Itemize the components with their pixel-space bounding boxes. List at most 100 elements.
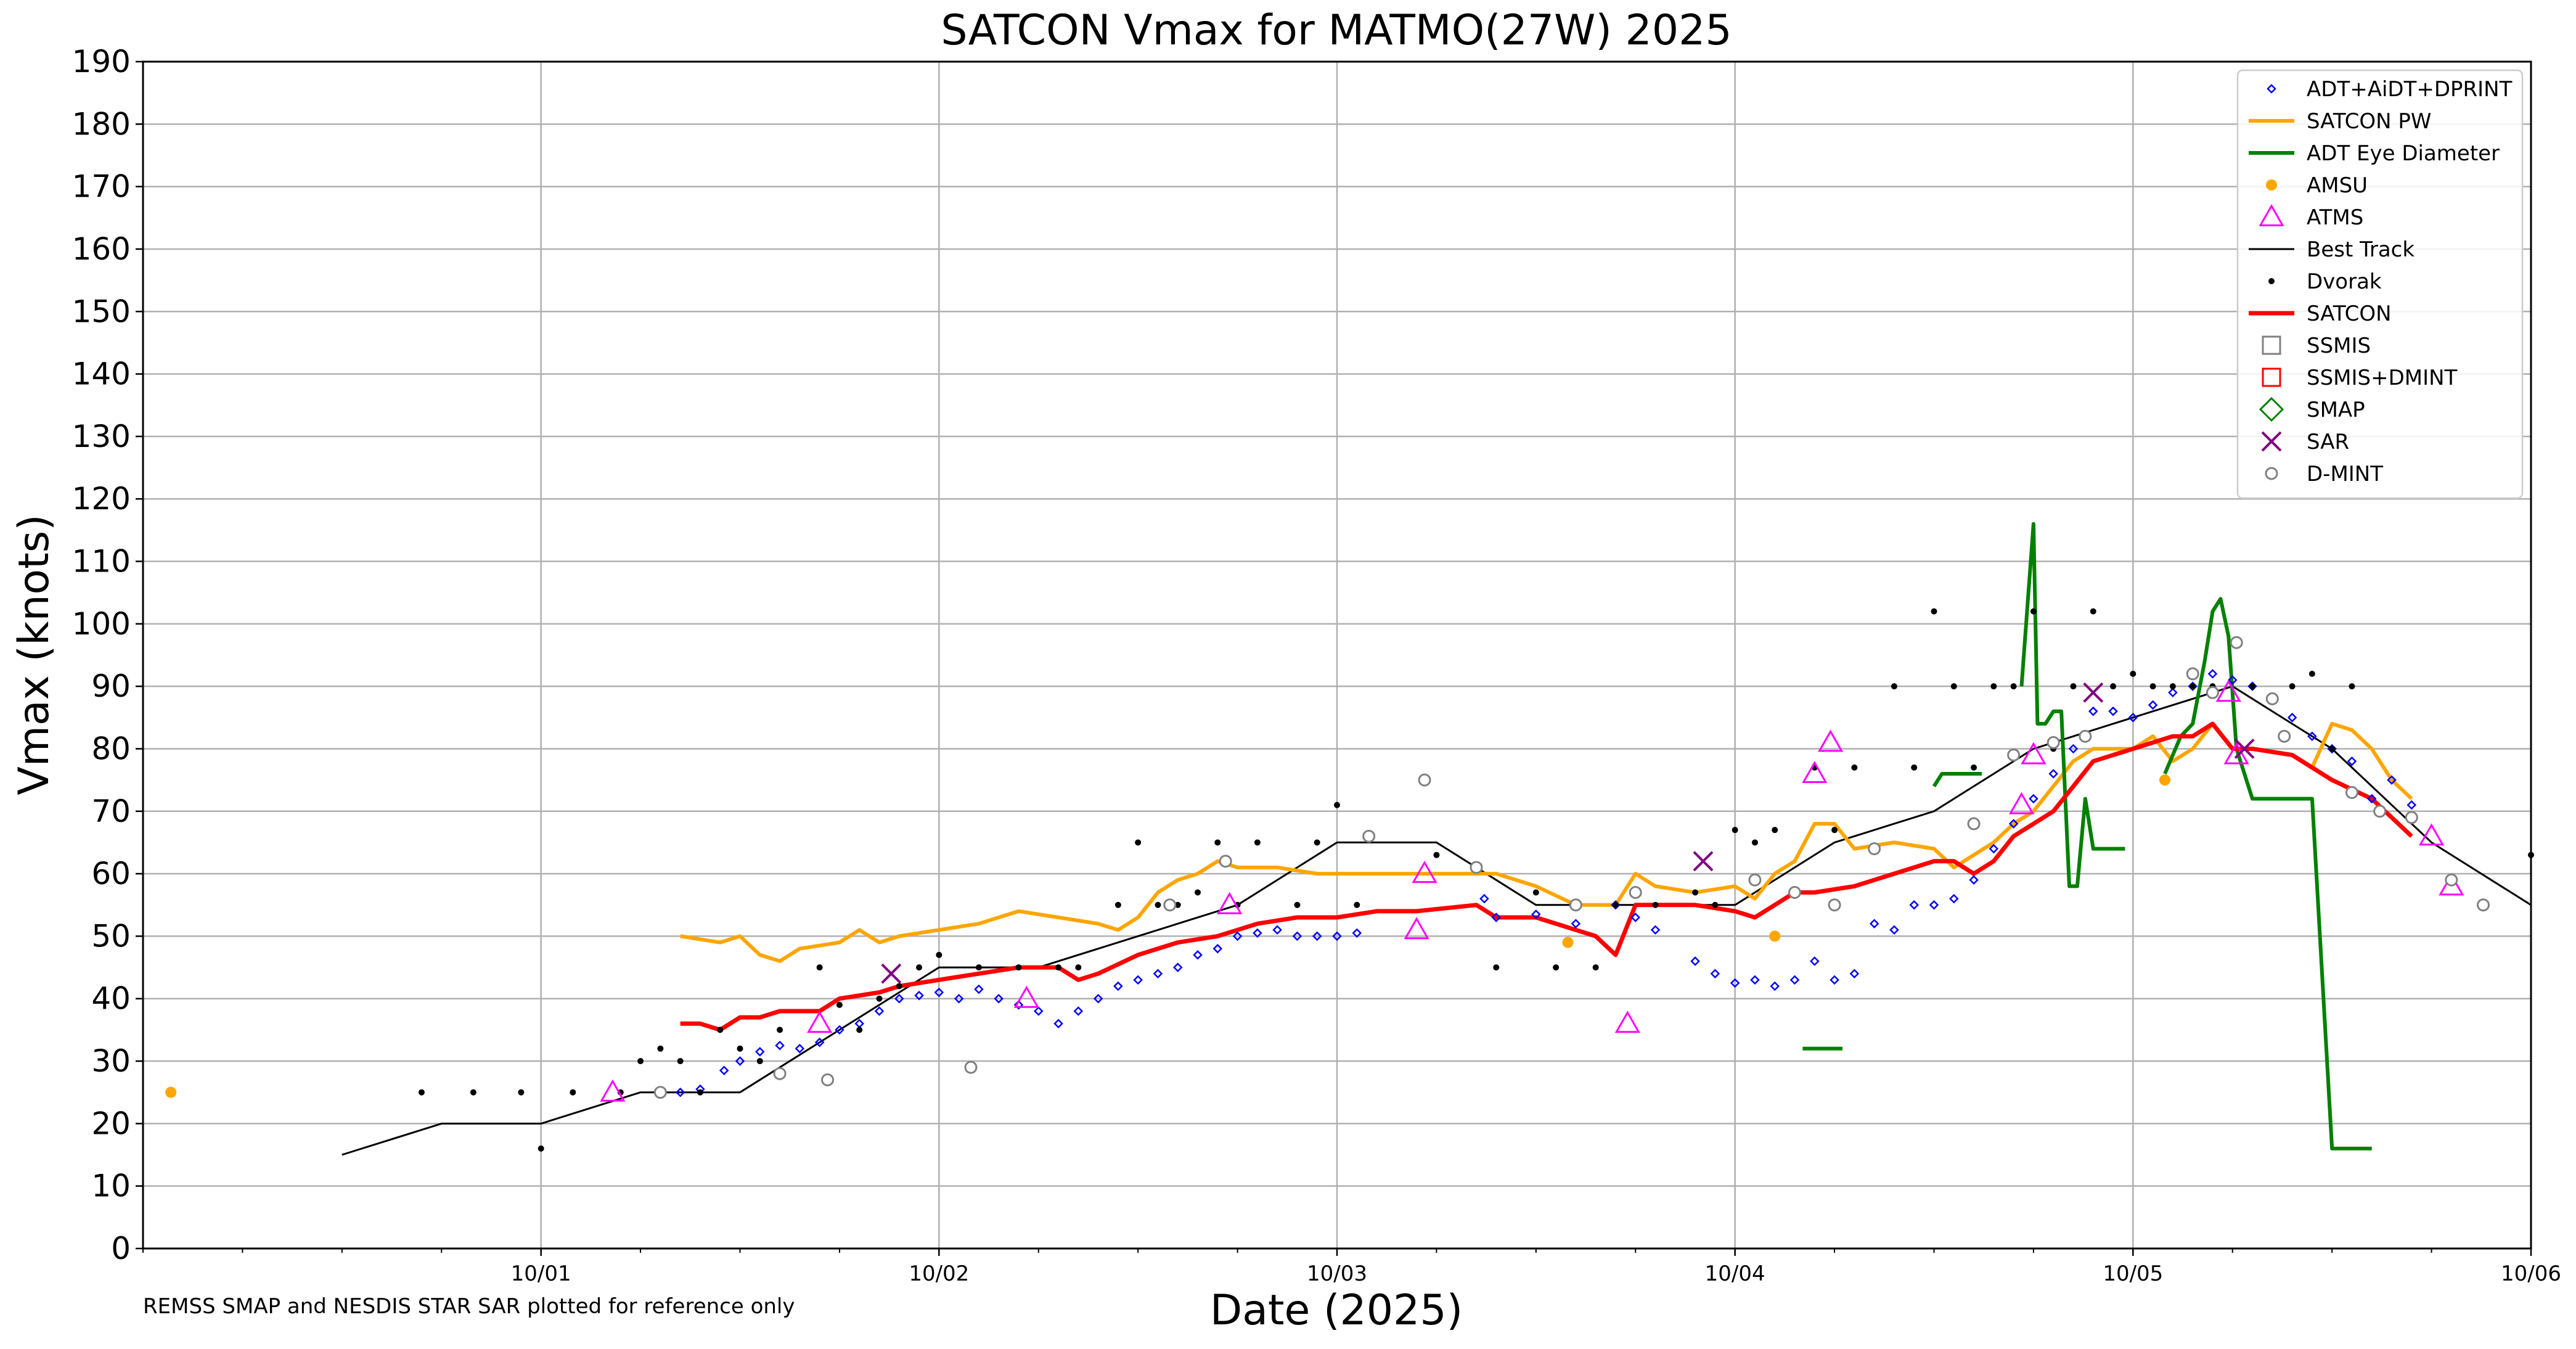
series-atms [600, 679, 2464, 1102]
dvorak-point [1314, 839, 1320, 846]
dvorak-point [737, 1045, 743, 1052]
dvorak-point [1971, 764, 1977, 771]
dvorak-point [777, 1027, 783, 1033]
adt-aidt-dprint-point [1172, 962, 1183, 972]
series-d-mint [653, 636, 2490, 1099]
adt-aidt-dprint-point [1690, 956, 1700, 966]
atms-point [1412, 861, 1437, 884]
legend-entry: AMSU [2266, 173, 2368, 198]
dvorak-point [1891, 683, 1897, 690]
legend-label: AMSU [2307, 173, 2368, 198]
dvorak-point [1075, 964, 1082, 971]
legend-entry: SMAP [2259, 396, 2365, 422]
adt-aidt-dprint-point [1093, 993, 1103, 1004]
legend-label: ADT Eye Diameter [2307, 141, 2500, 166]
dvorak-point [1334, 802, 1340, 808]
atms-point [2008, 792, 2035, 814]
adt-aidt-dprint-point [1531, 909, 1541, 919]
dvorak-point [1195, 889, 1201, 896]
y-tick-label: 150 [72, 293, 131, 329]
legend-marker [2259, 203, 2284, 226]
dvorak-point [2249, 683, 2256, 690]
legend-marker [2265, 467, 2278, 480]
dvorak-point [2169, 683, 2176, 690]
y-axis-ticks: 0 10 20 30 40 50 60 70 80 90 100 110 120 130 140 150 160… [72, 44, 143, 1266]
legend-entry: Dvorak [2268, 269, 2382, 294]
sar-point [881, 963, 902, 984]
d-mint-point [1967, 817, 1981, 830]
legend-label: ATMS [2307, 205, 2363, 230]
dvorak-point [1911, 764, 1918, 771]
d-mint-point [1163, 898, 1177, 912]
dvorak-point [876, 995, 883, 1002]
adt-aidt-dprint-point [2108, 706, 2118, 716]
dvorak-point [1254, 839, 1261, 846]
y-tick-label: 180 [72, 106, 131, 142]
amsu-point [1562, 937, 1574, 948]
adt-aidt-dprint-point [1571, 919, 1581, 929]
d-mint-point [2345, 785, 2358, 799]
y-tick-label: 170 [72, 169, 131, 205]
d-mint-point [1828, 898, 1841, 912]
dvorak-point [2308, 670, 2315, 677]
legend-marker [2268, 278, 2275, 284]
legend-marker [2267, 84, 2276, 94]
adt-aidt-dprint-point [1710, 969, 1720, 978]
adt-aidt-dprint-point [994, 993, 1004, 1004]
atms-point [807, 1011, 833, 1033]
adt-aidt-dprint-point [2406, 800, 2417, 810]
dvorak-point [2329, 745, 2336, 752]
d-mint-point [2230, 636, 2243, 649]
legend-label: ADT+AiDT+DPRINT [2307, 77, 2513, 102]
series-satcon [680, 721, 2413, 1032]
d-mint-point [2445, 873, 2458, 887]
adt-aidt-dprint-point [1133, 975, 1143, 985]
y-tick-label: 160 [72, 231, 131, 267]
dvorak-point [1592, 964, 1599, 971]
adt-aidt-dprint-point [914, 990, 924, 1001]
legend-entry: ADT+AiDT+DPRINT [2267, 77, 2513, 102]
dvorak-point [1990, 683, 1997, 690]
d-mint-point [821, 1073, 835, 1086]
series-satcon-pw [680, 721, 2413, 963]
d-mint-point [2046, 736, 2060, 749]
dvorak-point [1354, 901, 1360, 908]
dvorak-point [717, 1027, 724, 1033]
legend-label: SSMIS+DMINT [2307, 366, 2458, 390]
legend-entry: D-MINT [2265, 462, 2383, 486]
dvorak-point [470, 1089, 476, 1096]
satcon-line [680, 721, 2413, 1032]
adt-aidt-dprint-point [1810, 956, 1820, 966]
series-amsu [165, 774, 2170, 1098]
d-mint-point [1362, 829, 1376, 843]
dvorak-point [1652, 901, 1659, 908]
dvorak-point [816, 964, 823, 971]
adt-aidt-dprint-point [1730, 978, 1740, 988]
dvorak-point [1433, 851, 1440, 858]
d-mint-point [2265, 692, 2279, 705]
adt-aidt-dprint-point [1352, 928, 1362, 938]
dvorak-point [418, 1089, 425, 1096]
adt-aidt-dprint-point [1849, 969, 1860, 978]
adt-aidt-dprint-point [1491, 912, 1502, 922]
y-tick-label: 40 [91, 981, 131, 1017]
adt-aidt-dprint-point [2048, 769, 2058, 779]
dvorak-point [1712, 901, 1719, 908]
d-mint-point [2477, 898, 2490, 912]
y-tick-label: 90 [91, 668, 131, 704]
dvorak-point [637, 1058, 644, 1065]
adt-aidt-dprint-point [2008, 819, 2019, 829]
dvorak-point [1950, 683, 1957, 690]
legend-label: SMAP [2307, 398, 2365, 422]
dvorak-point [975, 964, 982, 971]
adt-aidt-dprint-point [2287, 713, 2297, 723]
y-tick-label: 110 [72, 544, 131, 580]
grid-lines [143, 60, 2532, 1250]
dvorak-point [1532, 889, 1539, 896]
adt-aidt-dprint-point [814, 1037, 825, 1048]
adt-aidt-dprint-point [719, 1065, 729, 1076]
adt-aidt-dprint-point [1630, 912, 1641, 922]
adt-aidt-dprint-point [974, 984, 984, 994]
satcon-pw-line [680, 721, 2413, 963]
adt-aidt-dprint-point [1033, 1006, 1044, 1016]
